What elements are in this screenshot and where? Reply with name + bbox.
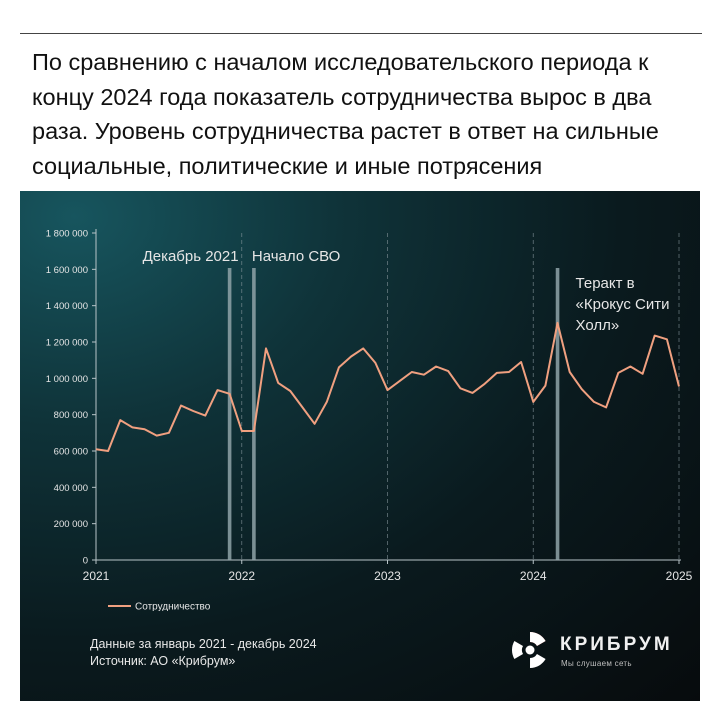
- x-tick-label: 2023: [374, 569, 401, 583]
- logo-tagline: Мы слушаем сеть: [561, 659, 632, 668]
- top-divider: [20, 33, 702, 34]
- chart-panel: 0 200 000 400 000 600 000 800 000 1 000 000 1 …: [20, 191, 700, 701]
- y-tick-label: 400 000: [54, 483, 88, 494]
- data-period-note: Данные за январь 2021 - декабрь 2024: [90, 637, 317, 651]
- y-tick-label: 600 000: [54, 447, 88, 458]
- x-tick-label: 2025: [666, 569, 693, 583]
- y-tick-label: 800 000: [54, 410, 88, 421]
- logo-segment: [511, 641, 523, 659]
- x-tick-label: 2021: [83, 569, 110, 583]
- x-tick-label: 2024: [520, 569, 547, 583]
- y-tick-label: 200 000: [54, 519, 88, 530]
- event-label: Теракт в: [576, 275, 635, 292]
- data-footnote: Данные за январь 2021 - декабрь 2024 Ист…: [90, 636, 317, 670]
- line-chart: 0 200 000 400 000 600 000 800 000 1 000 000 1 …: [46, 229, 693, 612]
- y-tick-label: 1 600 000: [46, 265, 88, 276]
- kribrum-logo: КРИБРУМ Мы слушаем сеть: [508, 628, 688, 678]
- y-tick-label: 1 200 000: [46, 338, 88, 349]
- event-label: Декабрь 2021: [143, 248, 239, 265]
- y-tick-label: 1 400 000: [46, 301, 88, 312]
- logo-center: [525, 645, 535, 655]
- headline: По сравнению с началом исследовательског…: [32, 49, 659, 179]
- event-marker-bar: [227, 268, 232, 560]
- logo-segment: [530, 654, 546, 669]
- event-label: «Крокус Сити: [576, 296, 670, 313]
- logo-segment: [530, 631, 546, 646]
- data-source-note: Источник: АО «Крибрум»: [90, 654, 236, 668]
- kribrum-logo-icon: [511, 631, 546, 669]
- event-marker-bar: [555, 268, 560, 560]
- event-label: Холл»: [576, 317, 620, 334]
- y-tick-label: 1 000 000: [46, 374, 88, 385]
- y-tick-label: 1 800 000: [46, 229, 88, 240]
- legend-label: Сотрудничество: [135, 602, 211, 612]
- logo-name: КРИБРУМ: [560, 634, 673, 655]
- x-tick-label: 2022: [228, 569, 255, 583]
- y-tick-label: 0: [83, 556, 88, 567]
- series-line-cooperation: [95, 321, 680, 452]
- event-marker-bar: [252, 268, 256, 560]
- event-label: Начало СВО: [252, 248, 340, 265]
